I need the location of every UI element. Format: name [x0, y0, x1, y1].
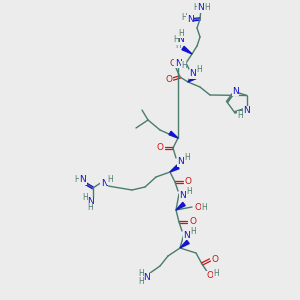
Text: N: N [144, 274, 150, 283]
Text: H: H [87, 203, 93, 212]
Text: H: H [186, 187, 192, 196]
Text: N: N [198, 4, 204, 13]
Text: H: H [173, 35, 179, 44]
Text: H: H [138, 269, 144, 278]
Text: O: O [194, 202, 202, 211]
Polygon shape [176, 202, 185, 210]
Text: H: H [204, 4, 210, 13]
Text: H: H [193, 4, 199, 13]
Text: N: N [178, 35, 184, 44]
Text: N: N [180, 190, 186, 200]
Polygon shape [180, 240, 189, 248]
Text: O: O [190, 218, 196, 226]
Polygon shape [169, 131, 178, 138]
Text: H: H [175, 40, 181, 50]
Text: H: H [190, 226, 196, 236]
Text: H: H [82, 194, 88, 202]
Text: N: N [80, 176, 86, 184]
Text: N: N [232, 87, 239, 96]
Text: O: O [212, 256, 218, 265]
Text: H: H [201, 202, 207, 211]
Text: H: H [196, 65, 202, 74]
Text: O: O [184, 178, 191, 187]
Text: N: N [184, 230, 190, 239]
Polygon shape [182, 46, 192, 54]
Text: H: H [184, 154, 190, 163]
Text: H: H [181, 13, 187, 22]
Text: N: N [187, 16, 194, 25]
Text: N: N [87, 197, 93, 206]
Text: O: O [206, 272, 214, 280]
Text: O: O [166, 74, 172, 83]
Polygon shape [188, 75, 196, 82]
Text: H: H [237, 111, 243, 120]
Text: N: N [100, 179, 107, 188]
Text: N: N [190, 70, 196, 79]
Text: N: N [244, 106, 250, 115]
Text: H: H [178, 28, 184, 38]
Text: H: H [107, 176, 113, 184]
Text: N: N [175, 58, 182, 68]
Text: O: O [157, 143, 164, 152]
Text: H: H [213, 268, 219, 278]
Text: N: N [178, 158, 184, 166]
Text: H: H [181, 61, 187, 70]
Text: H: H [74, 176, 80, 184]
Text: H: H [138, 278, 144, 286]
Text: O: O [169, 58, 176, 68]
Polygon shape [170, 165, 179, 172]
